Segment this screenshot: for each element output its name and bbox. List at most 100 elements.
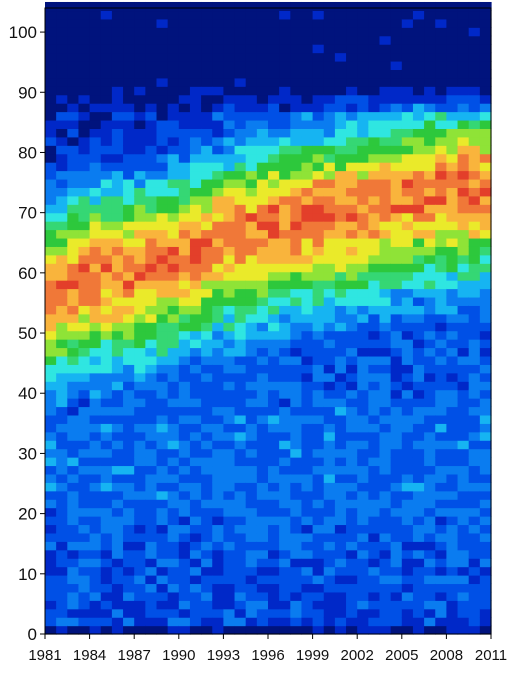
heatmap-cell <box>346 355 358 365</box>
heatmap-cell <box>201 558 213 568</box>
heatmap-cell <box>78 440 91 450</box>
heatmap-cell <box>78 94 91 104</box>
heatmap-cell <box>323 170 336 180</box>
heatmap-cell <box>234 423 247 433</box>
heatmap-cell <box>123 507 135 517</box>
heatmap-cell <box>457 153 470 163</box>
heatmap-cell <box>145 27 158 37</box>
heatmap-cell <box>446 1 459 12</box>
heatmap-cell <box>357 507 369 517</box>
heatmap-cell <box>201 431 213 441</box>
heatmap-cell <box>134 280 146 290</box>
heatmap-cell <box>145 364 158 374</box>
heatmap-cell <box>134 18 146 28</box>
heatmap-cell <box>279 153 291 163</box>
heatmap-cell <box>312 381 325 391</box>
heatmap-cell <box>435 35 447 45</box>
heatmap-cell <box>390 187 403 197</box>
heatmap-cell <box>189 575 202 585</box>
heatmap-cell <box>156 499 169 509</box>
heatmap-cell <box>234 558 247 568</box>
heatmap-cell <box>178 625 191 635</box>
heatmap-cell <box>346 583 358 593</box>
heatmap-cell <box>189 27 202 37</box>
heatmap-cell <box>279 431 291 441</box>
heatmap-cell <box>189 490 202 500</box>
heatmap-cell <box>178 27 191 37</box>
heatmap-cell <box>424 178 436 188</box>
heatmap-cell <box>100 170 113 180</box>
heatmap-cell <box>346 532 358 542</box>
x-tick-label: 1984 <box>73 647 106 664</box>
heatmap-cell <box>45 566 57 576</box>
heatmap-cell <box>334 448 347 458</box>
heatmap-cell <box>323 204 336 214</box>
heatmap-cell <box>290 347 303 357</box>
heatmap-cell <box>111 60 124 70</box>
heatmap-cell <box>67 204 80 214</box>
heatmap-cell <box>234 625 247 635</box>
heatmap-cell <box>424 27 436 37</box>
heatmap-cell <box>424 364 436 374</box>
heatmap-cell <box>256 330 269 340</box>
heatmap-cell <box>479 280 492 290</box>
heatmap-cell <box>290 423 303 433</box>
heatmap-cell <box>234 60 247 70</box>
heatmap-cell <box>56 27 68 37</box>
heatmap-cell <box>56 507 68 517</box>
heatmap-cell <box>301 398 314 408</box>
heatmap-cell <box>189 457 202 467</box>
heatmap-cell <box>167 246 180 256</box>
heatmap-cell <box>301 280 314 290</box>
heatmap-cell <box>390 414 403 424</box>
heatmap-cell <box>189 532 202 542</box>
heatmap-cell <box>89 549 102 559</box>
heatmap-cell <box>279 490 291 500</box>
heatmap-cell <box>201 322 213 332</box>
heatmap-cell <box>111 440 124 450</box>
heatmap-cell <box>446 296 459 306</box>
heatmap-cell <box>334 549 347 559</box>
heatmap-cell <box>89 60 102 70</box>
heatmap-cell <box>45 296 57 306</box>
heatmap-cell <box>435 490 447 500</box>
heatmap-cell <box>323 608 336 618</box>
heatmap-cell <box>279 423 291 433</box>
heatmap-cell <box>412 86 425 96</box>
heatmap-cell <box>401 440 414 450</box>
heatmap-cell <box>201 313 213 323</box>
heatmap-cell <box>290 10 303 20</box>
heatmap-cell <box>390 288 403 298</box>
heatmap-cell <box>368 27 381 37</box>
heatmap-cell <box>189 414 202 424</box>
heatmap-cell <box>435 372 447 382</box>
heatmap-cell <box>178 313 191 323</box>
heatmap-cell <box>56 128 68 138</box>
heatmap-cell <box>178 1 191 12</box>
heatmap-cell <box>334 195 347 205</box>
heatmap-cell <box>479 499 492 509</box>
heatmap-cell <box>145 153 158 163</box>
heatmap-cell <box>45 583 57 593</box>
heatmap-cell <box>268 162 280 172</box>
heatmap-cell <box>201 69 213 79</box>
heatmap-cell <box>412 237 425 247</box>
heatmap-cell <box>178 111 191 121</box>
heatmap-cell <box>189 246 202 256</box>
heatmap-cell <box>145 532 158 542</box>
heatmap-cell <box>89 86 102 96</box>
heatmap-cell <box>268 516 280 526</box>
heatmap-cell <box>145 600 158 610</box>
heatmap-cell <box>301 195 314 205</box>
heatmap-cell <box>435 448 447 458</box>
heatmap-cell <box>479 44 492 54</box>
heatmap-cell <box>479 431 492 441</box>
heatmap-cell <box>167 1 180 12</box>
heatmap-cell <box>201 591 213 601</box>
heatmap-cell <box>100 204 113 214</box>
heatmap-cell <box>234 482 247 492</box>
heatmap-cell <box>111 465 124 475</box>
heatmap-cell <box>401 322 414 332</box>
heatmap-cell <box>357 440 369 450</box>
heatmap-cell <box>346 94 358 104</box>
